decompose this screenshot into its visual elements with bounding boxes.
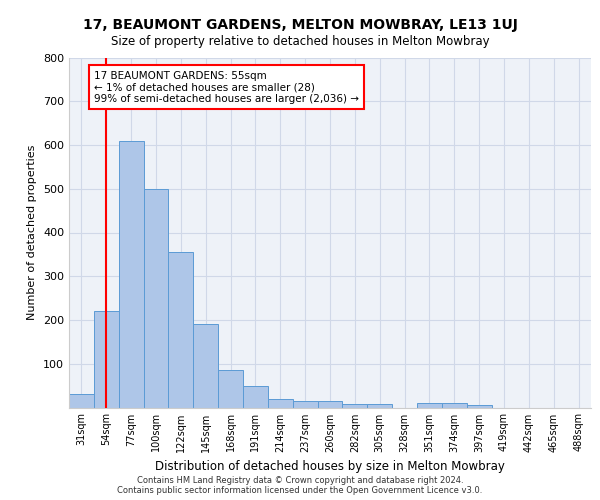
- Bar: [143, 188, 169, 408]
- Y-axis label: Number of detached properties: Number of detached properties: [28, 145, 37, 320]
- Bar: [268, 399, 293, 407]
- Bar: [243, 386, 268, 407]
- Bar: [343, 404, 367, 407]
- Bar: [293, 401, 317, 407]
- Bar: [317, 401, 343, 407]
- Text: 17, BEAUMONT GARDENS, MELTON MOWBRAY, LE13 1UJ: 17, BEAUMONT GARDENS, MELTON MOWBRAY, LE…: [83, 18, 517, 32]
- X-axis label: Distribution of detached houses by size in Melton Mowbray: Distribution of detached houses by size …: [155, 460, 505, 473]
- Text: Contains HM Land Registry data © Crown copyright and database right 2024.
Contai: Contains HM Land Registry data © Crown c…: [118, 476, 482, 495]
- Bar: [193, 324, 218, 407]
- Text: 17 BEAUMONT GARDENS: 55sqm
← 1% of detached houses are smaller (28)
99% of semi-: 17 BEAUMONT GARDENS: 55sqm ← 1% of detac…: [94, 70, 359, 104]
- Bar: [119, 140, 143, 407]
- Bar: [417, 403, 442, 407]
- Bar: [467, 406, 491, 407]
- Bar: [169, 252, 193, 408]
- Text: Size of property relative to detached houses in Melton Mowbray: Size of property relative to detached ho…: [110, 35, 490, 48]
- Bar: [218, 370, 243, 408]
- Bar: [94, 311, 119, 408]
- Bar: [442, 403, 467, 407]
- Bar: [367, 404, 392, 407]
- Bar: [69, 394, 94, 407]
